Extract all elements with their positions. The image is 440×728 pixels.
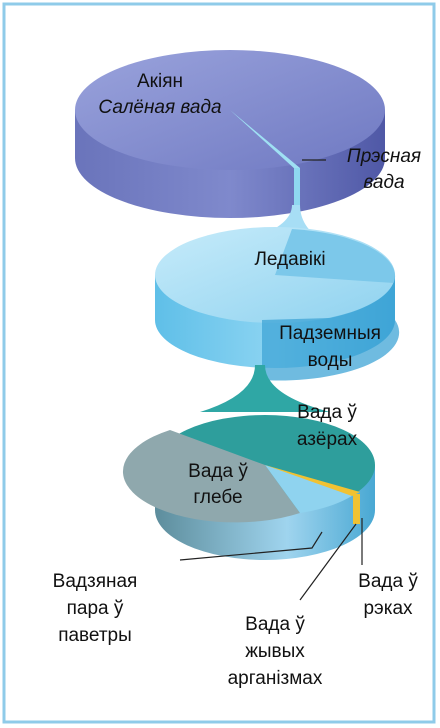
ocean-subtitle: Салёная вада — [98, 97, 221, 118]
groundwater-label: воды — [308, 350, 353, 371]
organisms-label: жывых — [245, 641, 305, 662]
leader-line — [179, 531, 323, 561]
lakes-label: Вада ў — [297, 402, 357, 423]
fresh-label: Прэсная — [347, 146, 421, 167]
leader-line — [299, 523, 357, 601]
vapor-label: паветры — [58, 625, 132, 646]
fresh-label: вада — [363, 172, 404, 193]
vapor-label: пара ў — [67, 598, 124, 619]
ocean-pie — [75, 50, 385, 218]
organisms-label: Вада ў — [245, 614, 305, 635]
funnel — [200, 365, 330, 412]
ocean-title: Акіян — [137, 71, 183, 92]
vapor-label: Вадзяная — [53, 571, 138, 592]
lakes-label: азёрах — [297, 429, 358, 450]
rivers-label: рэках — [363, 598, 413, 619]
rivers-label: Вада ў — [358, 571, 418, 592]
organisms-label: арганізмах — [228, 668, 323, 689]
glacier-label: Ледавікі — [254, 249, 325, 270]
groundwater-label: Падземныя — [279, 323, 381, 344]
glacier-pie — [155, 227, 400, 381]
soil-label: глебе — [193, 487, 242, 508]
soil-label: Вада ў — [188, 461, 248, 482]
